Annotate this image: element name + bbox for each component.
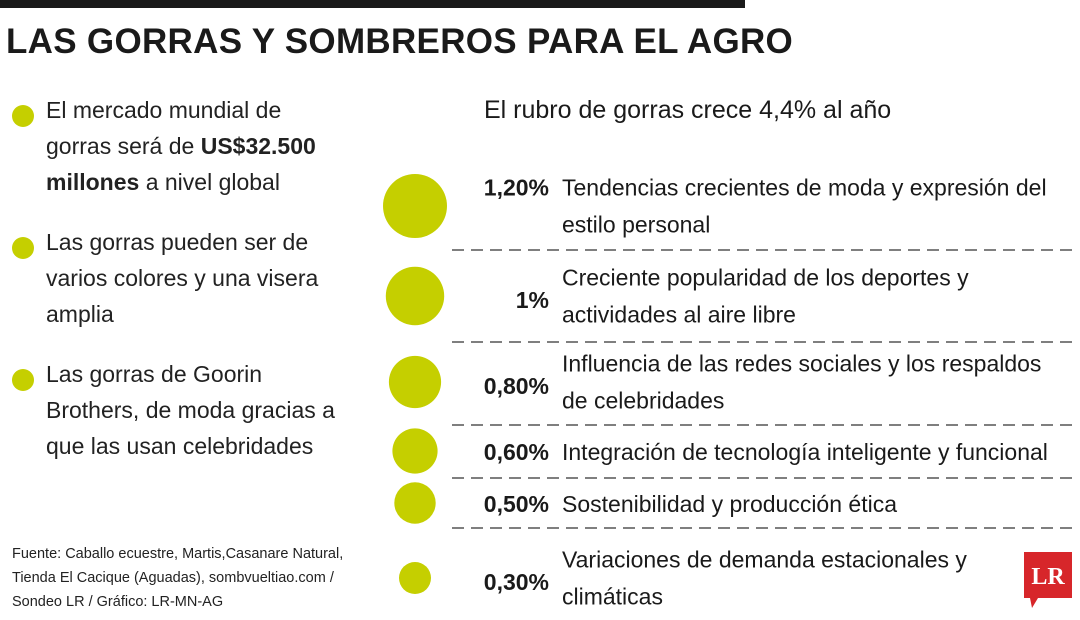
category-label: estilo personal xyxy=(562,212,710,238)
bullet-list: El mercado mundial de gorras será de US$… xyxy=(12,92,342,488)
category-label: Integración de tecnología inteligente y … xyxy=(562,439,1048,465)
bullet-item: Las gorras pueden ser de varios colores … xyxy=(12,224,342,332)
bullet-text: Las gorras pueden ser de varios colores … xyxy=(46,229,319,327)
lr-logo-icon: LR xyxy=(1024,552,1072,608)
value-label: 0,80% xyxy=(484,373,549,399)
bubble-mark xyxy=(392,428,438,474)
category-label: Tendencias crecientes de moda y expresió… xyxy=(562,175,1047,201)
bullet-item: Las gorras de Goorin Brothers, de moda g… xyxy=(12,356,342,464)
bullet-dot-icon xyxy=(12,369,34,391)
category-label: actividades al aire libre xyxy=(562,302,796,328)
value-label: 0,50% xyxy=(484,491,549,517)
bubble-mark xyxy=(383,174,447,238)
top-rule xyxy=(0,0,745,8)
category-label: de celebridades xyxy=(562,388,724,414)
bubble-mark xyxy=(394,482,436,524)
bullet-highlight: US$32.500 millones xyxy=(46,133,316,195)
page-title: LAS GORRAS Y SOMBREROS PARA EL AGRO xyxy=(6,22,794,61)
bullet-text: Las gorras de Goorin Brothers, de moda g… xyxy=(46,361,335,459)
category-label: Creciente popularidad de los deportes y xyxy=(562,265,969,291)
value-label: 0,30% xyxy=(484,569,549,595)
bubble-mark xyxy=(385,266,445,326)
bubble-mark xyxy=(388,355,442,409)
logo-text: LR xyxy=(1031,564,1065,590)
chart-title: El rubro de gorras crece 4,4% al año xyxy=(484,96,892,124)
source-note: Fuente: Caballo ecuestre, Martis,Casanar… xyxy=(12,546,344,610)
category-label: Influencia de las redes sociales y los r… xyxy=(562,351,1041,377)
bullet-text-end: a nivel global xyxy=(139,169,280,195)
bullet-dot-icon xyxy=(12,237,34,259)
bubble-mark xyxy=(399,562,431,594)
value-label: 0,60% xyxy=(484,439,549,465)
bullet-item: El mercado mundial de gorras será de US$… xyxy=(12,92,342,200)
bullet-text: El mercado mundial de gorras será de xyxy=(46,97,282,159)
category-label: climáticas xyxy=(562,584,663,610)
value-label: 1% xyxy=(516,287,549,313)
category-label: Variaciones de demanda estacionales y xyxy=(562,547,967,573)
value-label: 1,20% xyxy=(484,175,549,201)
category-label: Sostenibilidad y producción ética xyxy=(562,491,897,517)
bullet-dot-icon xyxy=(12,105,34,127)
